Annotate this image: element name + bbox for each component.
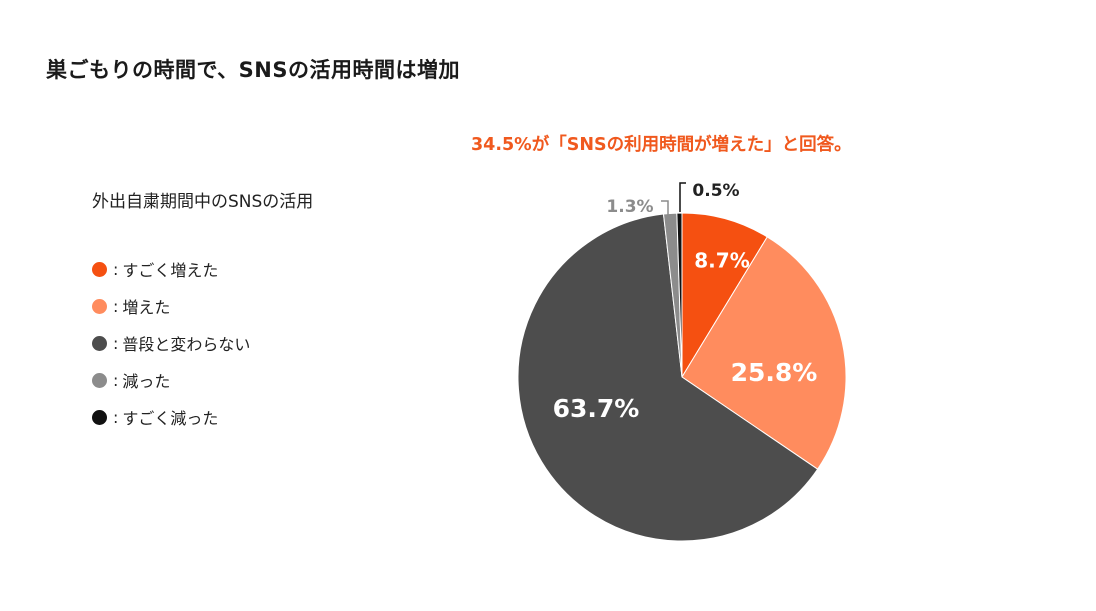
legend-separator: :	[113, 407, 119, 427]
page-title: 巣ごもりの時間で、SNSの活用時間は増加	[46, 58, 460, 82]
pie-labels: 8.7% 25.8% 63.7% 1.3% 0.5%	[553, 181, 818, 423]
data-label-decreased: 1.3%	[606, 197, 653, 217]
legend-swatch	[92, 409, 107, 425]
pie-leader-lines	[661, 182, 686, 216]
pie-slice-greatly-decreased	[676, 212, 683, 378]
leader-line-decreased	[661, 200, 669, 216]
data-label-greatly-decreased: 0.5%	[692, 181, 739, 201]
legend: : すごく増えた : 増えた : 普段と変わらない : 減った : すごく減った	[92, 258, 250, 443]
data-label-unchanged: 63.7%	[553, 394, 640, 423]
data-label-increased: 25.8%	[731, 358, 818, 387]
legend-item-increased: : 増えた	[92, 295, 250, 317]
legend-separator: :	[113, 370, 119, 390]
legend-label: 減った	[122, 372, 171, 391]
legend-swatch	[92, 335, 107, 351]
leader-line-greatly-decreased	[679, 182, 686, 212]
chart-headline: 34.5%が「SNSの利用時間が増えた」と回答。	[471, 135, 852, 155]
legend-label: 増えた	[122, 298, 171, 317]
pie-slice-increased	[681, 236, 847, 470]
legend-label: すごく減った	[122, 409, 219, 428]
legend-separator: :	[113, 296, 119, 316]
legend-swatch	[92, 372, 107, 388]
legend-separator: :	[113, 259, 119, 279]
pie-slice-unchanged	[517, 213, 819, 542]
legend-separator: :	[113, 333, 119, 353]
legend-item-greatly-increased: : すごく増えた	[92, 258, 250, 280]
data-label-greatly-increased: 8.7%	[694, 249, 749, 273]
legend-swatch	[92, 261, 107, 277]
chart-title: 外出自粛期間中のSNSの活用	[92, 192, 314, 212]
pie-slice-greatly-increased	[681, 212, 768, 379]
legend-label: 普段と変わらない	[122, 335, 251, 354]
legend-item-decreased: : 減った	[92, 369, 250, 391]
legend-label: すごく増えた	[122, 261, 219, 280]
legend-item-unchanged: : 普段と変わらない	[92, 332, 250, 354]
legend-swatch	[92, 298, 107, 314]
pie-slices	[517, 212, 847, 542]
legend-item-greatly-decreased: : すごく減った	[92, 406, 250, 428]
